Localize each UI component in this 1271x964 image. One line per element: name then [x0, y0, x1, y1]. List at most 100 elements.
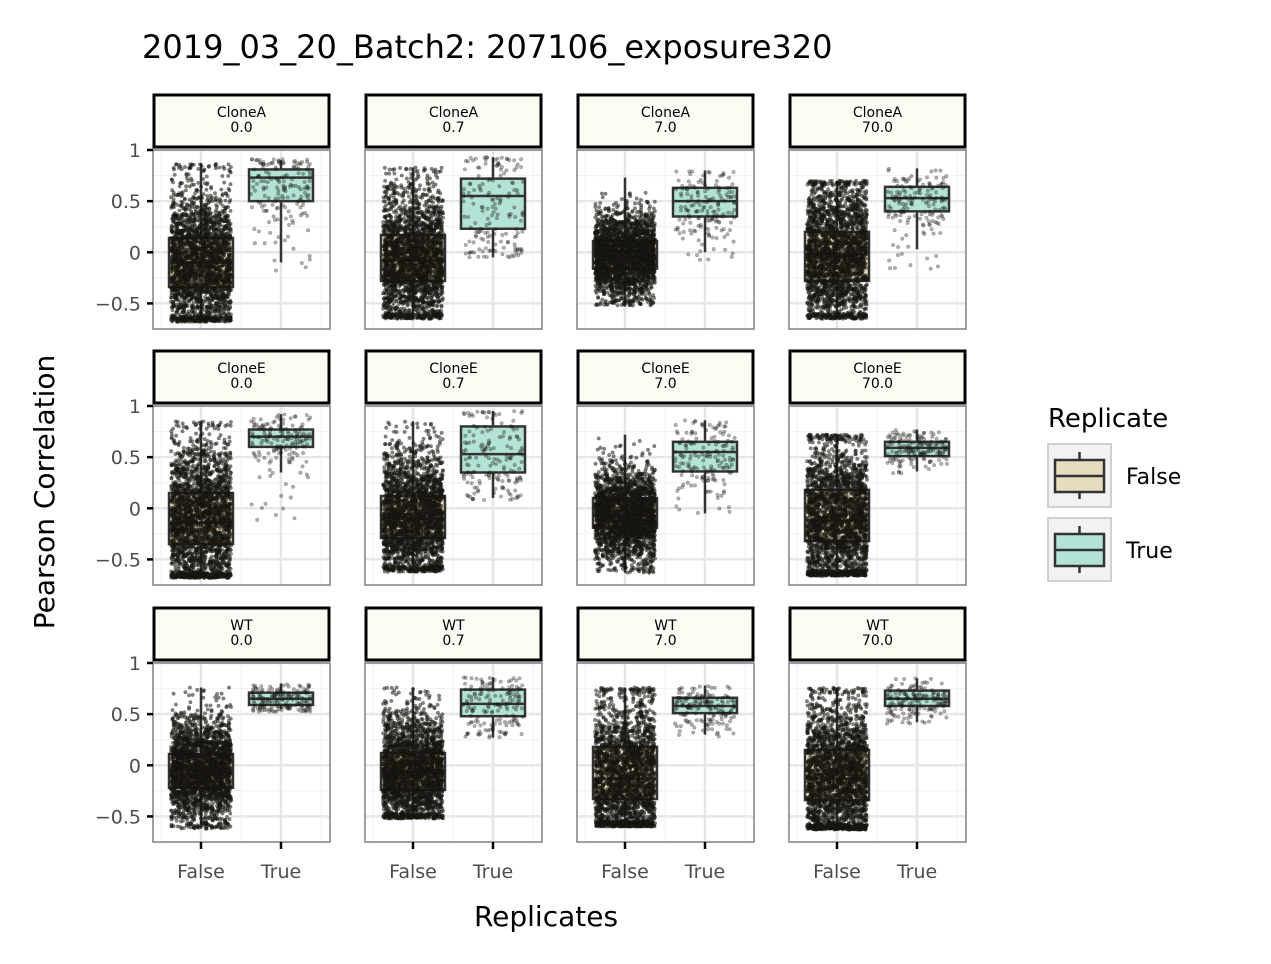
data-point: [185, 241, 189, 245]
data-point: [227, 248, 231, 252]
data-point: [415, 300, 419, 304]
data-point: [432, 185, 436, 189]
data-point: [393, 172, 397, 176]
data-point: [388, 168, 392, 172]
data-point: [273, 218, 277, 222]
data-point: [277, 235, 281, 239]
data-point: [385, 186, 389, 190]
data-point: [424, 277, 428, 281]
data-point: [426, 210, 430, 214]
data-point: [291, 221, 295, 225]
y-tick-label: 0: [129, 242, 141, 264]
data-point: [274, 241, 278, 245]
data-point: [426, 240, 430, 244]
data-point: [392, 242, 396, 246]
data-point: [253, 241, 257, 245]
data-point: [439, 239, 443, 243]
data-point: [263, 179, 267, 183]
data-point: [301, 172, 305, 176]
data-point: [210, 319, 214, 323]
data-point: [191, 273, 195, 277]
data-point: [197, 264, 201, 268]
data-point: [406, 215, 410, 219]
data-point: [183, 165, 187, 169]
data-point: [439, 228, 443, 232]
data-point: [204, 260, 208, 264]
data-point: [220, 231, 224, 235]
data-point: [381, 267, 385, 271]
data-point: [207, 207, 211, 211]
data-point: [197, 231, 201, 235]
data-point: [172, 314, 176, 318]
data-point: [276, 206, 280, 210]
data-point: [297, 171, 301, 175]
data-point: [438, 210, 442, 214]
data-point: [183, 197, 187, 201]
data-point: [250, 158, 254, 162]
data-point: [193, 219, 197, 223]
data-point: [222, 287, 226, 291]
data-point: [258, 158, 262, 162]
data-point: [413, 313, 417, 317]
data-point: [194, 276, 198, 280]
data-point: [441, 291, 445, 295]
data-point: [260, 205, 264, 209]
data-point: [273, 259, 277, 263]
data-point: [202, 308, 206, 312]
data-point: [184, 188, 188, 192]
data-point: [205, 271, 209, 275]
data-point: [223, 320, 227, 324]
data-point: [292, 247, 296, 251]
data-point: [422, 215, 426, 219]
data-point: [209, 232, 213, 236]
data-point: [192, 183, 196, 187]
data-point: [401, 242, 405, 246]
data-point: [416, 241, 420, 245]
data-point: [417, 212, 421, 216]
data-point: [382, 244, 386, 248]
data-point: [424, 200, 428, 204]
data-point: [384, 194, 388, 198]
data-point: [409, 172, 413, 176]
data-point: [414, 170, 418, 174]
data-point: [270, 177, 274, 181]
data-point: [195, 240, 199, 244]
data-point: [400, 186, 404, 190]
data-point: [395, 317, 399, 321]
data-point: [193, 282, 197, 286]
data-point: [403, 189, 407, 193]
data-point: [222, 299, 226, 303]
data-point: [175, 223, 179, 227]
data-point: [169, 296, 173, 300]
data-point: [401, 301, 405, 305]
data-point: [403, 263, 407, 267]
data-point: [381, 220, 385, 224]
data-point: [288, 185, 292, 189]
data-point: [401, 248, 405, 252]
data-point: [181, 280, 185, 284]
data-point: [406, 304, 410, 308]
data-point: [394, 288, 398, 292]
data-point: [218, 217, 222, 221]
data-point: [394, 215, 398, 219]
data-point: [205, 175, 209, 179]
data-point: [191, 316, 195, 320]
y-axis-title: Pearson Correlation: [28, 355, 61, 630]
data-point: [193, 256, 197, 260]
data-point: [173, 276, 177, 280]
data-point: [425, 306, 429, 310]
data-point: [263, 194, 267, 198]
data-point: [432, 308, 436, 312]
data-point: [425, 177, 429, 181]
data-point: [289, 215, 293, 219]
data-point: [196, 205, 200, 209]
data-point: [225, 192, 229, 196]
data-point: [308, 258, 312, 262]
data-point: [405, 250, 409, 254]
data-point: [400, 174, 404, 178]
data-point: [423, 166, 427, 170]
data-point: [431, 194, 435, 198]
data-point: [394, 258, 398, 262]
data-point: [214, 315, 218, 319]
data-point: [274, 167, 278, 171]
